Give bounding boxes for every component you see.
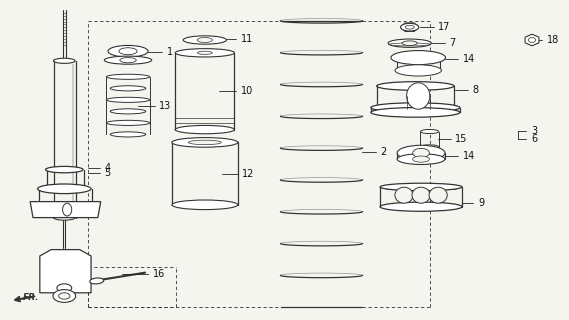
Ellipse shape xyxy=(46,186,83,192)
Text: 4: 4 xyxy=(104,163,110,173)
Ellipse shape xyxy=(46,166,83,173)
Ellipse shape xyxy=(104,56,152,64)
Ellipse shape xyxy=(388,39,431,47)
Ellipse shape xyxy=(59,293,70,299)
Ellipse shape xyxy=(90,278,104,284)
Ellipse shape xyxy=(413,156,430,162)
Ellipse shape xyxy=(420,130,439,133)
Ellipse shape xyxy=(57,284,72,292)
Text: 6: 6 xyxy=(531,134,537,144)
Text: 1: 1 xyxy=(167,47,173,57)
Ellipse shape xyxy=(371,103,460,112)
Ellipse shape xyxy=(380,202,462,211)
Text: 17: 17 xyxy=(438,22,451,32)
Ellipse shape xyxy=(377,82,454,90)
Ellipse shape xyxy=(110,86,146,91)
Text: 10: 10 xyxy=(241,86,253,96)
Ellipse shape xyxy=(197,51,212,54)
Text: FR.: FR. xyxy=(23,293,39,302)
Ellipse shape xyxy=(389,43,430,46)
Ellipse shape xyxy=(172,138,238,147)
Ellipse shape xyxy=(413,148,430,157)
Text: 3: 3 xyxy=(531,125,537,136)
Ellipse shape xyxy=(108,45,148,57)
Text: 8: 8 xyxy=(472,84,479,95)
Polygon shape xyxy=(525,34,539,46)
Ellipse shape xyxy=(53,215,75,220)
Text: 16: 16 xyxy=(152,269,165,279)
Text: 13: 13 xyxy=(159,100,172,111)
Ellipse shape xyxy=(197,37,212,43)
Ellipse shape xyxy=(391,51,446,65)
Ellipse shape xyxy=(395,187,413,203)
Polygon shape xyxy=(401,23,419,32)
Text: 2: 2 xyxy=(380,147,386,157)
Text: 18: 18 xyxy=(547,35,559,45)
Ellipse shape xyxy=(106,120,150,125)
Ellipse shape xyxy=(53,290,76,302)
Ellipse shape xyxy=(183,36,226,44)
Ellipse shape xyxy=(38,184,91,194)
Ellipse shape xyxy=(401,23,419,31)
Ellipse shape xyxy=(402,41,417,45)
Text: 7: 7 xyxy=(450,38,456,48)
Text: 5: 5 xyxy=(104,168,110,179)
Polygon shape xyxy=(30,202,101,218)
Ellipse shape xyxy=(395,65,442,76)
Text: 9: 9 xyxy=(478,198,484,208)
Ellipse shape xyxy=(106,97,150,102)
Ellipse shape xyxy=(371,108,460,117)
Ellipse shape xyxy=(106,74,150,79)
Ellipse shape xyxy=(397,154,445,164)
Ellipse shape xyxy=(175,125,234,134)
Ellipse shape xyxy=(110,109,146,114)
Ellipse shape xyxy=(529,37,535,43)
Ellipse shape xyxy=(412,187,430,203)
Text: 14: 14 xyxy=(463,54,475,64)
Ellipse shape xyxy=(120,58,136,63)
Ellipse shape xyxy=(420,145,439,149)
Polygon shape xyxy=(40,250,91,293)
Ellipse shape xyxy=(53,58,75,63)
Text: 15: 15 xyxy=(455,134,468,144)
Ellipse shape xyxy=(172,200,238,210)
Text: 14: 14 xyxy=(463,151,475,161)
Ellipse shape xyxy=(188,140,221,145)
Ellipse shape xyxy=(397,145,445,161)
Ellipse shape xyxy=(429,187,447,203)
Ellipse shape xyxy=(175,49,234,57)
Ellipse shape xyxy=(119,48,137,55)
Ellipse shape xyxy=(380,183,462,191)
Ellipse shape xyxy=(405,25,414,29)
Text: 11: 11 xyxy=(241,34,253,44)
Ellipse shape xyxy=(110,132,146,137)
Text: 12: 12 xyxy=(242,169,255,180)
Ellipse shape xyxy=(407,83,430,109)
